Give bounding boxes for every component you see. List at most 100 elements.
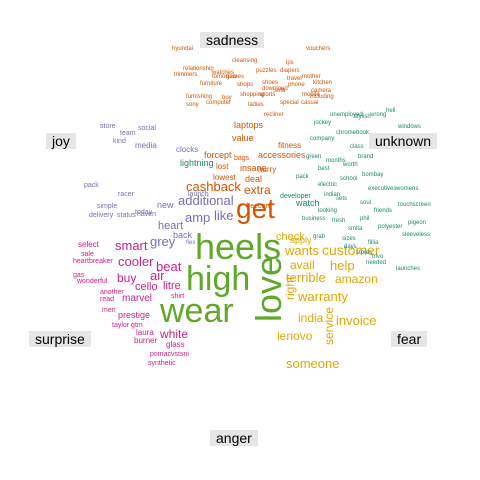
word-air: air [150, 268, 165, 283]
word-taylor-gtm: taylor gtm [112, 322, 143, 329]
word-clocks: clocks [176, 145, 198, 154]
word-sets: sets [336, 196, 347, 202]
word-synthetic: synthetic [148, 360, 176, 367]
word-heels: heels [195, 226, 281, 267]
word-heart: heart [158, 220, 183, 232]
word-accessories: accessories [258, 150, 306, 160]
word-buy-sadness: buy [222, 95, 232, 101]
word-ladies: ladies [248, 102, 264, 108]
word-value: value [232, 133, 254, 143]
word-ips: ips [286, 60, 294, 66]
word-pack-unknown: pack [296, 174, 310, 180]
word-store: store [100, 123, 116, 130]
word-customer: customer [322, 242, 380, 258]
word-pomacvstsni: pomacvstsni [150, 351, 189, 358]
word-womens: womens [395, 186, 418, 192]
word-deal: deal [245, 174, 262, 184]
word-needed: needed [366, 260, 386, 266]
word-launches: launches [396, 266, 420, 272]
word-amazon: amazon [335, 272, 378, 286]
label-surprise: surprise [29, 331, 91, 347]
word-mobile: mobile [302, 92, 320, 98]
word-forcept: forcept [204, 150, 232, 160]
label-anger: anger [210, 430, 258, 446]
word-today: today [135, 209, 153, 216]
word-smita: smita [348, 226, 363, 232]
word-chromebook: chromebook [336, 130, 370, 136]
word-pigeon: pigeon [408, 220, 426, 226]
word-kitchen: kitchen [313, 80, 332, 86]
word-lightning: lightning [180, 158, 214, 168]
word-school: school [340, 176, 357, 182]
joy-words: additional amp like grey heart cashback … [84, 123, 271, 249]
word-prestige: prestige [118, 310, 150, 320]
label-fear: fear [391, 331, 428, 347]
word-sale: sale [81, 251, 94, 258]
word-back: back [173, 230, 193, 240]
word-hurry: hurry [258, 165, 276, 174]
word-status: status [117, 212, 136, 219]
word-watch: watch [295, 198, 320, 208]
word-hell: hell [386, 108, 395, 114]
word-simple: simple [97, 203, 117, 210]
word-grab: grab [313, 234, 326, 240]
word-another: another [100, 289, 124, 296]
central-words: heels high wear love get [159, 193, 289, 330]
word-download: download [262, 86, 288, 92]
word-computer: computer [206, 100, 231, 106]
word-amp: amp [185, 210, 210, 225]
word-touchscreen: touchscreen [398, 202, 431, 208]
word-camera: camera [311, 88, 332, 94]
word-wrong: wrong [369, 112, 386, 118]
word-furnishing: furnishing [186, 94, 212, 100]
word-grey: grey [150, 234, 176, 249]
word-sizes: sizes [342, 236, 356, 242]
word-litre: litre [163, 280, 181, 292]
word-get: get [236, 193, 275, 224]
word-social: social [138, 125, 156, 132]
word-team: team [120, 130, 136, 137]
word-avail: avail [290, 258, 315, 272]
word-cooler: cooler [118, 254, 154, 269]
word-looking: looking [318, 208, 337, 214]
word-lowest: lowest [213, 173, 236, 182]
word-mother: mother [302, 74, 321, 80]
word-games: games [226, 74, 244, 80]
word-launch: launch [188, 191, 209, 198]
word-buy: buy [117, 271, 136, 285]
word-trivo: trivo [372, 254, 384, 260]
word-worth: worth [342, 162, 358, 168]
word-additional: additional [178, 193, 234, 208]
word-bags: bags [234, 155, 250, 162]
surprise-words: smart cooler buy beat air cello litre ma… [73, 238, 189, 367]
word-months: months [326, 158, 346, 164]
word-executives: executives [368, 186, 396, 192]
word-shops: shops [237, 82, 253, 88]
word-select: select [78, 240, 100, 249]
word-high: high [186, 260, 250, 298]
word-unemployed: unemployed [330, 112, 363, 118]
word-men: men [102, 307, 116, 314]
word-hyundai: hyundai [172, 46, 193, 52]
word-trimmers: trimmers [174, 72, 197, 78]
word-terrible: terrible [286, 270, 326, 285]
word-invoice: invoice [336, 313, 376, 328]
word-best: best [318, 166, 330, 172]
word-stylish: stylish [354, 114, 371, 120]
word-tomorrow: tomorrow [212, 74, 238, 80]
word-india: india [298, 311, 324, 325]
word-read: read [100, 296, 114, 303]
label-sadness: sadness [200, 32, 265, 48]
label-joy: joy [46, 133, 76, 149]
word-sony: sony [186, 102, 199, 108]
word-soul: soul [360, 200, 371, 206]
word-shopping: shopping [240, 92, 264, 98]
word-glass: glass [166, 340, 185, 349]
word-shirt: shirt [171, 293, 184, 300]
word-fresh: fresh [332, 218, 345, 224]
word-haven: haven [137, 211, 156, 218]
word-laura: laura [136, 328, 154, 337]
word-heartbreaker: heartbreaker [73, 258, 113, 265]
word-green: green [306, 154, 321, 160]
